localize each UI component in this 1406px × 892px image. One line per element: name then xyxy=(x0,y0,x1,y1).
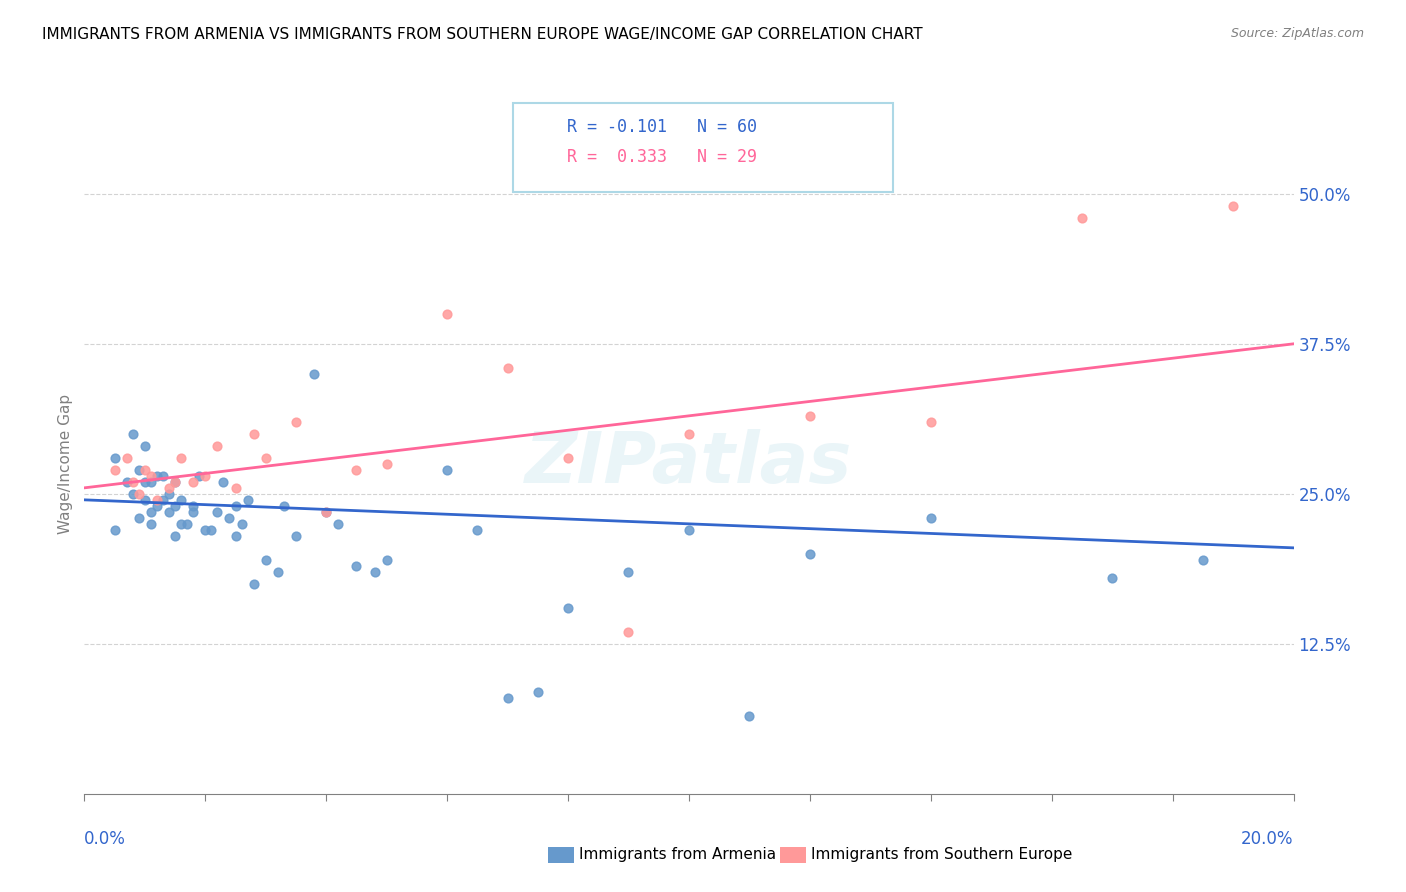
Point xyxy=(104,463,127,477)
Point xyxy=(146,492,169,507)
Point xyxy=(134,475,156,489)
Point xyxy=(231,516,253,531)
Text: 0.0%: 0.0% xyxy=(84,830,127,847)
Point xyxy=(104,523,127,537)
Point xyxy=(134,463,156,477)
Point xyxy=(146,499,169,513)
Point xyxy=(225,499,247,513)
Point xyxy=(496,690,519,705)
Y-axis label: Wage/Income Gap: Wage/Income Gap xyxy=(58,393,73,534)
Point xyxy=(200,523,222,537)
Point xyxy=(363,565,385,579)
Point xyxy=(254,553,277,567)
Point xyxy=(799,547,821,561)
Point xyxy=(121,475,143,489)
Point xyxy=(617,624,640,639)
Point xyxy=(315,505,337,519)
Point xyxy=(242,577,264,591)
Point xyxy=(254,450,277,465)
Point xyxy=(285,529,308,543)
Point xyxy=(128,511,150,525)
Point xyxy=(165,529,187,543)
Point xyxy=(121,426,143,441)
Point xyxy=(678,523,700,537)
Point xyxy=(170,450,193,465)
Point xyxy=(346,558,368,573)
Point xyxy=(104,450,127,465)
Text: R =  0.333   N = 29: R = 0.333 N = 29 xyxy=(567,148,756,166)
Point xyxy=(436,307,458,321)
Point xyxy=(242,426,264,441)
Point xyxy=(165,475,187,489)
Point xyxy=(207,439,229,453)
Point xyxy=(1192,553,1215,567)
Point xyxy=(218,511,240,525)
Point xyxy=(920,415,942,429)
Point xyxy=(285,415,308,429)
Point xyxy=(121,487,143,501)
Point xyxy=(115,475,138,489)
Point xyxy=(375,457,398,471)
Text: R = -0.101   N = 60: R = -0.101 N = 60 xyxy=(567,118,756,136)
Point xyxy=(738,709,761,723)
Point xyxy=(181,499,204,513)
Point xyxy=(302,367,325,381)
Point xyxy=(157,487,180,501)
Point xyxy=(181,505,204,519)
Point xyxy=(165,475,187,489)
Point xyxy=(267,565,290,579)
Text: IMMIGRANTS FROM ARMENIA VS IMMIGRANTS FROM SOUTHERN EUROPE WAGE/INCOME GAP CORRE: IMMIGRANTS FROM ARMENIA VS IMMIGRANTS FR… xyxy=(42,27,922,42)
Point xyxy=(139,468,162,483)
Point xyxy=(236,492,259,507)
Text: Source: ZipAtlas.com: Source: ZipAtlas.com xyxy=(1230,27,1364,40)
Point xyxy=(170,516,193,531)
Point xyxy=(115,450,138,465)
Point xyxy=(157,481,180,495)
Point xyxy=(436,463,458,477)
Point xyxy=(139,505,162,519)
Point xyxy=(557,600,579,615)
Point xyxy=(799,409,821,423)
Point xyxy=(617,565,640,579)
Point xyxy=(375,553,398,567)
Text: ZIPatlas: ZIPatlas xyxy=(526,429,852,499)
Point xyxy=(139,475,162,489)
Point xyxy=(212,475,235,489)
Point xyxy=(165,499,187,513)
Text: 20.0%: 20.0% xyxy=(1241,830,1294,847)
Point xyxy=(346,463,368,477)
Point xyxy=(152,468,174,483)
Point xyxy=(157,505,180,519)
Text: Immigrants from Southern Europe: Immigrants from Southern Europe xyxy=(811,847,1073,862)
Point xyxy=(152,492,174,507)
Point xyxy=(678,426,700,441)
Point xyxy=(188,468,211,483)
Point xyxy=(170,492,193,507)
Point xyxy=(315,505,337,519)
Point xyxy=(134,439,156,453)
Point xyxy=(467,523,489,537)
Point xyxy=(134,492,156,507)
Point xyxy=(128,463,150,477)
Point xyxy=(496,360,519,375)
Point xyxy=(146,468,169,483)
Point xyxy=(557,450,579,465)
Point xyxy=(1101,571,1123,585)
Point xyxy=(194,523,217,537)
Point xyxy=(207,505,229,519)
Point xyxy=(273,499,295,513)
Point xyxy=(181,475,204,489)
Point xyxy=(1222,199,1244,213)
Point xyxy=(328,516,350,531)
Point xyxy=(225,529,247,543)
Point xyxy=(139,516,162,531)
Point xyxy=(176,516,198,531)
Point xyxy=(1071,211,1094,225)
Point xyxy=(527,685,550,699)
Point xyxy=(194,468,217,483)
Point xyxy=(920,511,942,525)
Point xyxy=(225,481,247,495)
Text: Immigrants from Armenia: Immigrants from Armenia xyxy=(579,847,776,862)
Point xyxy=(128,487,150,501)
